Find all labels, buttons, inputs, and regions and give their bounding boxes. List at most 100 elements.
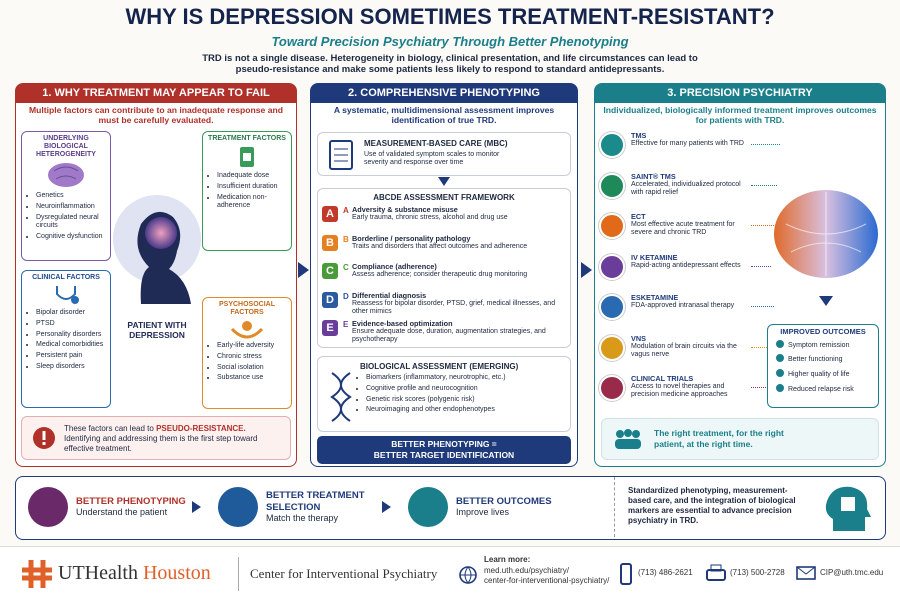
treatment-icon xyxy=(599,132,625,158)
abcde-row: C C Compliance (adherence) Assess adherence… xyxy=(322,262,566,279)
letter: E xyxy=(343,320,349,329)
item-text: Neuroinflammation xyxy=(36,202,95,210)
outcomes-box: IMPROVED OUTCOMES Symptom remission Bette… xyxy=(767,324,879,408)
brain-icon xyxy=(48,163,84,188)
fax-icon xyxy=(706,564,726,581)
list-item: Neuroimaging and other endophenotypes xyxy=(366,406,506,415)
item-text: Sleep disorders xyxy=(36,362,85,370)
treatment-name: CLINICAL TRIALS xyxy=(631,374,694,383)
url[interactable]: med.uth.edu/psychiatry/center-for-interv… xyxy=(484,566,609,586)
panel-precision: 3. PRECISION PSYCHIATRY Individualized, … xyxy=(594,83,886,467)
item-text: Early-life adversity xyxy=(217,342,275,350)
treatment-text: CLINICAL TRIALS Access to novel therapies… xyxy=(631,374,749,399)
abcde-row: B B Borderline / personality pathology Trai… xyxy=(322,234,566,251)
url-line[interactable]: center-for-interventional-psychiatry/ xyxy=(484,576,610,585)
psychosocial-box: PSYCHOSOCIAL FACTORS Early-life adversit… xyxy=(202,297,292,409)
list: Symptom remission Better functioning Highe… xyxy=(768,339,878,395)
box-title: TREATMENT FACTORS xyxy=(208,135,286,142)
arrow-down xyxy=(438,177,450,186)
list-item: Early-life adversity xyxy=(217,342,287,351)
subtitle: Toward Precision Psychiatry Through Bett… xyxy=(271,34,629,49)
list-item: Sleep disorders xyxy=(36,363,106,372)
abcde-text: Differential diagnosis Reassess for bipol… xyxy=(352,291,566,316)
abcde-item-title: Evidence-based optimization xyxy=(352,319,453,328)
brain-illustration xyxy=(774,190,878,278)
treatment-icon xyxy=(599,334,625,361)
title: WHY IS DEPRESSION SOMETIMES TREATMENT-RE… xyxy=(125,4,775,29)
brand: UTHealth Houston xyxy=(58,562,211,585)
abcde-item-title: Adversity & substance misuse xyxy=(352,205,458,214)
abcde-item-text: Reassess for bipolar disorder, PTSD, gri… xyxy=(352,299,556,315)
panel-phenotyping: 2. COMPREHENSIVE PHENOTYPING A systemati… xyxy=(310,83,578,467)
item-text: Chronic stress xyxy=(217,352,262,360)
email[interactable]: CIP@uth.tmc.edu xyxy=(820,568,884,577)
item-text: Higher quality of life xyxy=(788,371,850,379)
note: These factors can lead to PSEUDO-RESISTA… xyxy=(64,424,284,454)
panel-title: 1. WHY TREATMENT MAY APPEAR TO FAIL xyxy=(16,84,296,103)
letter-badge: D xyxy=(322,291,338,308)
box-title: CLINICAL FACTORS xyxy=(32,274,100,281)
arrow-down xyxy=(819,296,833,306)
result-line: BETTER PHENOTYPING = xyxy=(391,439,497,449)
step: BETTER OUTCOMES Improve lives xyxy=(408,487,568,527)
globe-icon xyxy=(459,566,477,584)
treatment-row: VNS Modulation of brain circuits via the … xyxy=(599,333,749,361)
abcde-text: Borderline / personality pathology Traits… xyxy=(352,234,527,251)
panel-why-fail: 1. WHY TREATMENT MAY APPEAR TO FAIL Mult… xyxy=(15,83,297,467)
item-text: Neuroimaging and other endophenotypes xyxy=(366,406,495,414)
tagline: The right treatment, for the right patie… xyxy=(654,428,784,449)
center-name: Center for Interventional Psychiatry xyxy=(250,566,438,581)
treatment-name: VNS xyxy=(631,333,647,343)
treatment-text: ECT Most effective acute treatment for se… xyxy=(631,212,749,237)
step-title: BETTER TREATMENT SELECTION xyxy=(266,490,365,513)
result-bar: BETTER PHENOTYPING = BETTER TARGET IDENT… xyxy=(317,436,571,464)
panel-title: 3. PRECISION PSYCHIATRY xyxy=(595,84,885,103)
panel-lead: Multiple factors can contribute to an in… xyxy=(28,105,284,125)
dotted-connector xyxy=(751,265,771,267)
phone[interactable]: (713) 486-2621 xyxy=(638,568,693,577)
abcde-row: A A Adversity & substance misuse Early trau… xyxy=(322,205,566,222)
abcde-text: Evidence-based optimization Ensure adequa… xyxy=(352,319,566,344)
list-item: PTSD xyxy=(36,320,106,329)
box-title: UNDERLYING BIOLOGICAL HETEROGENEITY xyxy=(36,135,96,159)
list-item: Medical comorbidities xyxy=(36,341,106,350)
list-item: Neuroinflammation xyxy=(36,203,106,212)
item-text: Bipolar disorder xyxy=(36,309,86,317)
item-text: Reduced relapse risk xyxy=(788,385,854,393)
box-title: IMPROVED OUTCOMES xyxy=(780,327,866,336)
abcde-item-text: Assess adherence; consider therapeutic d… xyxy=(352,271,528,279)
list: Early-life adversity Chronic stress Social… xyxy=(203,342,291,383)
treatment-text: TMS Effective for many patients with TRD xyxy=(631,131,744,148)
list-item: Inadequate dose xyxy=(217,172,287,181)
abcde-title: ABCDE ASSESSMENT FRAMEWORK xyxy=(373,193,515,202)
treatment-desc: Rapid-acting antidepressant effects xyxy=(631,261,741,269)
list-item: Dysregulated neural circuits xyxy=(36,214,106,232)
treatment-text: SAINT® TMS Accelerated, individualized pr… xyxy=(631,172,749,197)
check-icon xyxy=(776,354,784,363)
clipboard-icon xyxy=(329,140,353,170)
url-line[interactable]: med.uth.edu/psychiatry/ xyxy=(484,566,569,575)
item-text: Dysregulated neural circuits xyxy=(36,213,99,230)
panel-lead: A systematic, multidimensional assessmen… xyxy=(333,105,555,125)
treatment-icon xyxy=(599,213,625,239)
check-icon xyxy=(776,369,784,378)
result-line: BETTER TARGET IDENTIFICATION xyxy=(373,449,515,460)
item-text: Persistent pain xyxy=(36,352,83,360)
treatment-row: CLINICAL TRIALS Access to novel therapies… xyxy=(599,374,749,401)
treatment-name: TMS xyxy=(631,131,647,140)
patient-illustration xyxy=(113,195,201,304)
treatment-row: SAINT® TMS Accelerated, individualized pr… xyxy=(599,172,749,199)
list: Biomarkers (inflammatory, neurotrophic, … xyxy=(352,374,510,417)
step-title: BETTER PHENOTYPING xyxy=(76,495,186,507)
step-arrow xyxy=(382,501,391,513)
treatment-icon xyxy=(599,294,625,320)
item-text: Biomarkers (inflammatory, neurotrophic, … xyxy=(366,374,506,381)
step-icon xyxy=(218,487,258,527)
treatment-row: TMS Effective for many patients with TRD xyxy=(599,131,749,158)
fax[interactable]: (713) 500-2728 xyxy=(730,568,785,577)
treatment-name: ECT xyxy=(631,212,646,221)
step-text: BETTER TREATMENT SELECTION Match the ther… xyxy=(266,490,378,524)
item-text: Cognitive profile and neurocognition xyxy=(366,384,478,392)
treatment-row: ECT Most effective acute treatment for se… xyxy=(599,212,749,239)
item-text: Inadequate dose xyxy=(217,172,270,180)
